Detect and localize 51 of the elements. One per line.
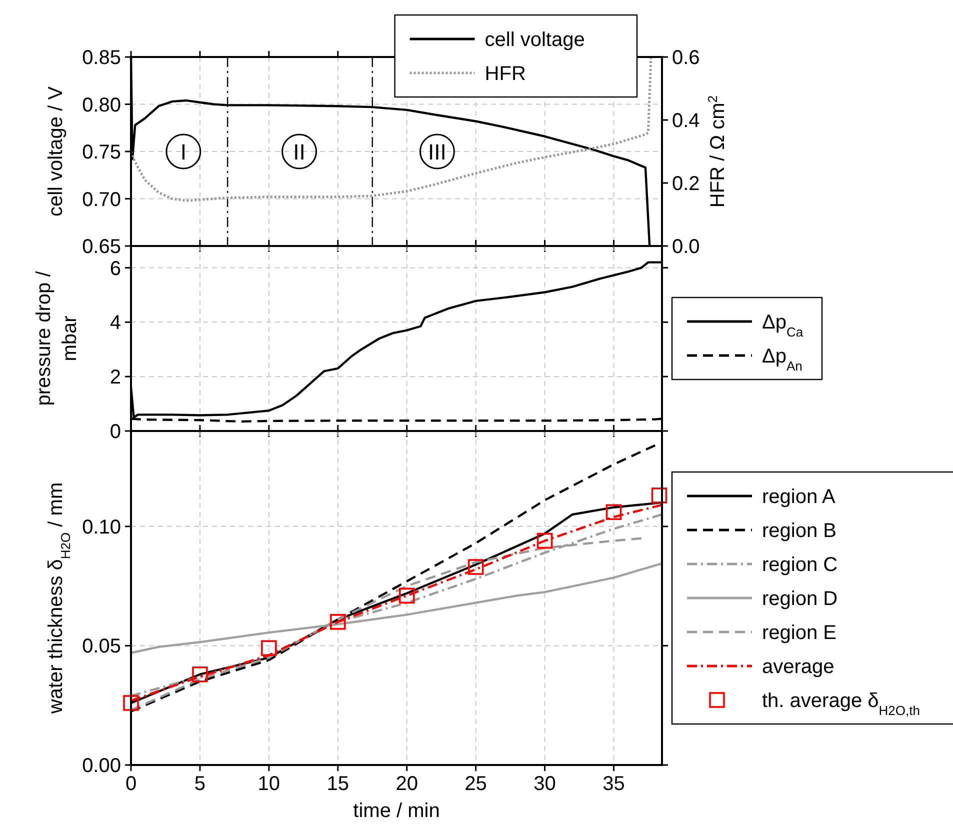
annotation: I <box>180 140 186 164</box>
legend-label: th. average δ$_{H2O,th}$ <box>762 690 920 718</box>
x-tick-label: 35 <box>602 773 625 795</box>
x-tick-label: 25 <box>464 773 487 795</box>
legend-label: Δp$_{An}$ <box>762 346 802 373</box>
y2-tick-label: 0.2 <box>672 173 700 195</box>
point <box>330 614 346 630</box>
x-tick-label: 15 <box>326 773 350 795</box>
point <box>123 695 139 711</box>
y-tick-label: 0.75 <box>82 142 121 164</box>
y-tick-label: 0.70 <box>82 188 121 211</box>
point <box>606 504 622 520</box>
point <box>261 640 277 656</box>
x-tick-label: 0 <box>125 773 137 795</box>
legend-label: region A <box>762 486 836 508</box>
y-tick-label: 2 <box>110 366 121 389</box>
y-tick-label: 0.85 <box>82 47 121 69</box>
line-series <box>130 56 652 202</box>
y-tick-label: 6 <box>110 258 121 280</box>
legend-label: region E <box>762 622 836 644</box>
y-tick-label: 0.10 <box>82 516 121 538</box>
legend-label: region C <box>762 554 838 576</box>
x-tick-label: 5 <box>194 773 206 795</box>
point <box>398 588 415 604</box>
y-tick-label: 4 <box>110 312 121 334</box>
legend-label: region B <box>762 520 836 542</box>
point <box>536 532 553 549</box>
y-tick-label: 0.80 <box>82 94 121 116</box>
legend-label: region D <box>762 588 838 610</box>
point <box>468 559 484 575</box>
x-tick-label: 20 <box>396 773 418 795</box>
y-tick-label: 0 <box>110 421 121 443</box>
y2-tick-label: 0.4 <box>672 110 700 132</box>
legend-label: average <box>762 656 834 678</box>
point <box>651 488 668 504</box>
y-tick-label: 0.05 <box>82 636 121 658</box>
x-axis-title: time / min <box>353 800 440 822</box>
y-axis-title: pressure drop / mbar <box>33 270 81 406</box>
y-tick-label: 0.00 <box>82 755 121 777</box>
annotation: II <box>293 140 306 164</box>
y-tick-label: 0.65 <box>82 236 121 258</box>
legend-label: cell voltage <box>484 29 585 51</box>
annotation: III <box>428 140 446 164</box>
legend-label: Δp$_{Ca}$ <box>762 312 804 339</box>
x-tick-label: 30 <box>534 773 556 795</box>
y2-tick-label: 0.6 <box>672 47 700 69</box>
y-axis-title: cell voltage / V <box>45 86 67 217</box>
x-tick-label: 10 <box>258 773 280 795</box>
y2-tick-label: 0.0 <box>672 236 700 258</box>
legend-label: HFR <box>484 63 526 85</box>
point <box>192 666 208 682</box>
